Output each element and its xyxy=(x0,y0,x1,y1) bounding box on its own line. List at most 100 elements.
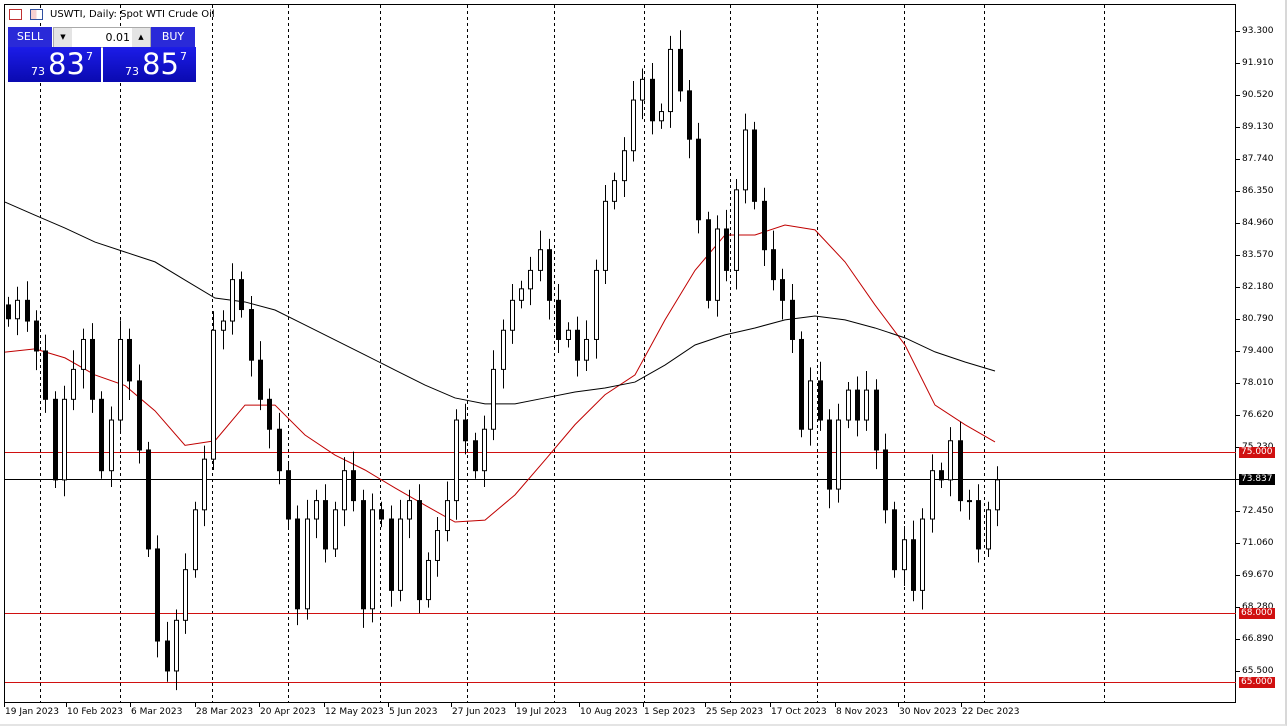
x-tick xyxy=(259,703,260,707)
candle-body xyxy=(342,470,347,511)
candle-body xyxy=(286,470,291,520)
y-tick-label: 89.130 xyxy=(1242,122,1274,132)
candle-body xyxy=(799,338,804,430)
y-tick-label: 86.350 xyxy=(1242,186,1274,196)
candle-body xyxy=(221,320,226,331)
buy-price[interactable]: 73 85 7 xyxy=(103,47,196,82)
buy-price-prefix: 73 xyxy=(125,65,139,78)
buy-button[interactable]: BUY xyxy=(151,27,195,47)
x-tick-label: 10 Aug 2023 xyxy=(580,707,638,717)
x-tick-label: 6 Mar 2023 xyxy=(131,707,183,717)
x-tick xyxy=(388,703,389,707)
buy-price-sup: 7 xyxy=(180,50,187,63)
y-tick-label: 87.740 xyxy=(1242,154,1274,164)
y-tick-label: 84.960 xyxy=(1242,218,1274,228)
x-tick-label: 12 May 2023 xyxy=(325,707,384,717)
y-tick xyxy=(1236,223,1240,224)
candle-body xyxy=(53,398,58,481)
y-tick xyxy=(1236,415,1240,416)
candle-body xyxy=(706,219,711,301)
sell-price[interactable]: 73 83 7 xyxy=(8,47,101,82)
sell-price-sup: 7 xyxy=(86,50,93,63)
volume-increase-button[interactable]: ▲ xyxy=(132,28,150,47)
candle-body xyxy=(696,138,701,221)
volume-input[interactable]: 0.01 xyxy=(105,31,131,44)
y-tick-label: 68.280 xyxy=(1242,602,1274,612)
y-tick-label: 93.300 xyxy=(1242,26,1274,36)
candle-body xyxy=(902,539,907,571)
candle-body xyxy=(473,440,478,472)
sell-button[interactable]: SELL xyxy=(8,27,52,47)
x-tick xyxy=(579,703,580,707)
x-tick xyxy=(898,703,899,707)
volume-decrease-button[interactable]: ▼ xyxy=(54,28,72,47)
x-tick-label: 27 Jun 2023 xyxy=(452,707,507,717)
x-tick-label: 25 Sep 2023 xyxy=(706,707,764,717)
candle-body xyxy=(127,338,132,382)
y-tick xyxy=(1236,319,1240,320)
candle-body xyxy=(137,380,142,451)
candle-body xyxy=(659,111,664,122)
x-tick-label: 17 Oct 2023 xyxy=(771,707,827,717)
x-tick xyxy=(4,703,5,707)
candle-body xyxy=(594,269,599,340)
candle-body xyxy=(267,398,272,430)
y-tick-label: 69.670 xyxy=(1242,570,1274,580)
candle-body xyxy=(612,180,617,202)
x-tick-label: 30 Nov 2023 xyxy=(899,707,957,717)
y-tick xyxy=(1236,159,1240,160)
candle-body xyxy=(99,398,104,472)
candle-body xyxy=(734,189,739,271)
symbol-properties-icon[interactable] xyxy=(30,9,43,20)
candle-body xyxy=(211,329,216,460)
candle-body xyxy=(650,78,655,122)
x-tick-label: 19 Jul 2023 xyxy=(516,707,567,717)
y-tick xyxy=(1236,191,1240,192)
candle-body xyxy=(752,129,757,202)
candle-body xyxy=(724,228,729,271)
y-tick-label: 71.060 xyxy=(1242,538,1274,548)
x-tick xyxy=(643,703,644,707)
x-tick xyxy=(324,703,325,707)
x-tick xyxy=(961,703,962,707)
y-tick xyxy=(1236,639,1240,640)
candle-body xyxy=(883,449,888,511)
candle-body xyxy=(193,509,198,571)
x-tick-label: 28 Mar 2023 xyxy=(196,707,254,717)
y-tick xyxy=(1236,511,1240,512)
candle-body xyxy=(892,509,897,571)
candle-body xyxy=(836,419,841,490)
candle-body xyxy=(818,380,823,421)
x-tick xyxy=(835,703,836,707)
y-tick-label: 65.500 xyxy=(1242,666,1274,676)
chart-plot-area[interactable] xyxy=(4,4,1236,703)
candle-body xyxy=(351,470,356,502)
x-tick-label: 19 Jan 2023 xyxy=(5,707,59,717)
candle-body xyxy=(109,419,114,472)
candle-body xyxy=(930,470,935,520)
candle-body xyxy=(34,320,39,352)
candle-body xyxy=(640,78,645,101)
window-list-icon[interactable] xyxy=(9,9,22,20)
y-tick xyxy=(1236,543,1240,544)
candle-body xyxy=(855,389,860,421)
candle-body xyxy=(249,309,254,361)
candle-body xyxy=(258,359,263,400)
y-tick xyxy=(1236,671,1240,672)
candle-body xyxy=(25,299,30,322)
candle-body xyxy=(295,518,300,610)
volume-stepper[interactable]: ▼ 0.01 ▲ xyxy=(53,27,151,48)
y-tick xyxy=(1236,127,1240,128)
candle-body xyxy=(556,299,561,340)
candle-body xyxy=(81,338,86,370)
one-click-trading-panel: SELL ▼ 0.01 ▲ BUY 73 83 7 73 85 7 xyxy=(8,27,196,83)
y-tick-label: 66.890 xyxy=(1242,634,1274,644)
level-price-label: 73.837 xyxy=(1239,474,1275,485)
level-price-label: 68.000 xyxy=(1239,608,1275,619)
y-tick-label: 82.180 xyxy=(1242,282,1274,292)
y-tick xyxy=(1236,479,1240,480)
candle-body xyxy=(967,500,972,503)
chart-title: USWTI, Daily: Spot WTI Crude Oil xyxy=(50,9,215,20)
candle-body xyxy=(948,440,953,481)
